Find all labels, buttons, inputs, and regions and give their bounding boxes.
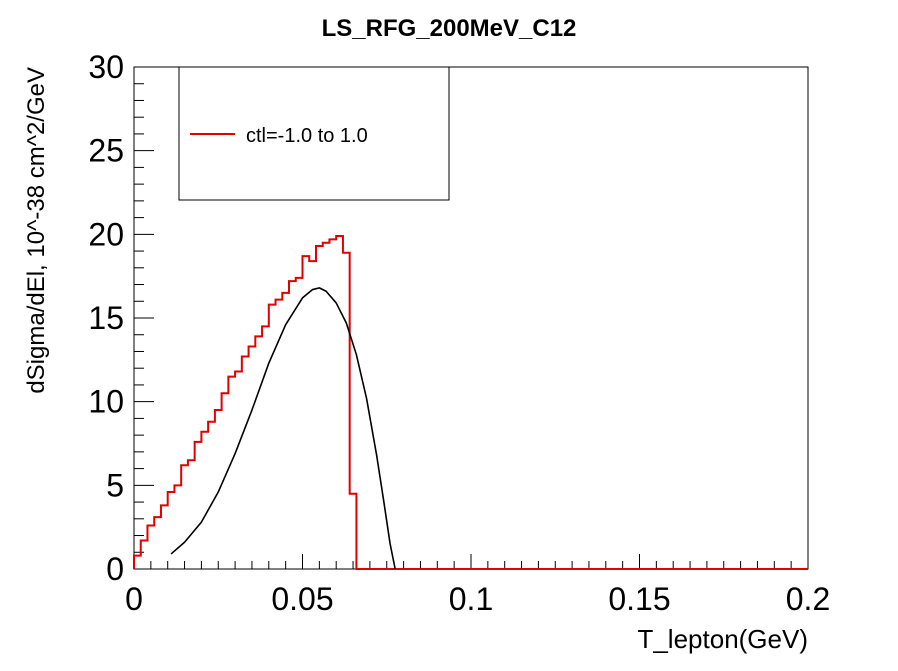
y-tick-label: 0 bbox=[106, 551, 124, 587]
legend-entry-label: ctl=-1.0 to 1.0 bbox=[246, 125, 368, 147]
y-axis-tick-labels: 0 5 10 15 20 25 30 bbox=[88, 49, 124, 587]
y-tick-label: 10 bbox=[88, 384, 124, 420]
x-tick-label: 0.1 bbox=[449, 581, 493, 617]
y-tick-label: 20 bbox=[88, 216, 124, 252]
series-layer bbox=[133, 235, 808, 570]
x-tick-label: 0.15 bbox=[608, 581, 670, 617]
y-tick-label: 5 bbox=[106, 467, 124, 503]
x-axis-label: T_lepton(GeV) bbox=[637, 624, 808, 654]
x-tick-label: 0 bbox=[125, 581, 143, 617]
legend: ctl=-1.0 to 1.0 bbox=[178, 66, 450, 201]
y-tick-label: 25 bbox=[88, 133, 124, 169]
x-tick-label: 0.05 bbox=[271, 581, 333, 617]
axis-ticks bbox=[133, 66, 809, 570]
y-tick-label: 30 bbox=[88, 49, 124, 85]
x-axis-tick-labels: 0 0.05 0.1 0.15 0.2 bbox=[125, 581, 830, 617]
x-tick-label: 0.2 bbox=[786, 581, 830, 617]
y-tick-label: 15 bbox=[88, 300, 124, 336]
y-axis-label: dSigma/dEl, 10^-38 cm^2/GeV bbox=[23, 67, 50, 394]
smooth-curve-series bbox=[170, 287, 396, 570]
histogram-series bbox=[133, 235, 808, 570]
chart-title: LS_RFG_200MeV_C12 bbox=[322, 15, 577, 42]
